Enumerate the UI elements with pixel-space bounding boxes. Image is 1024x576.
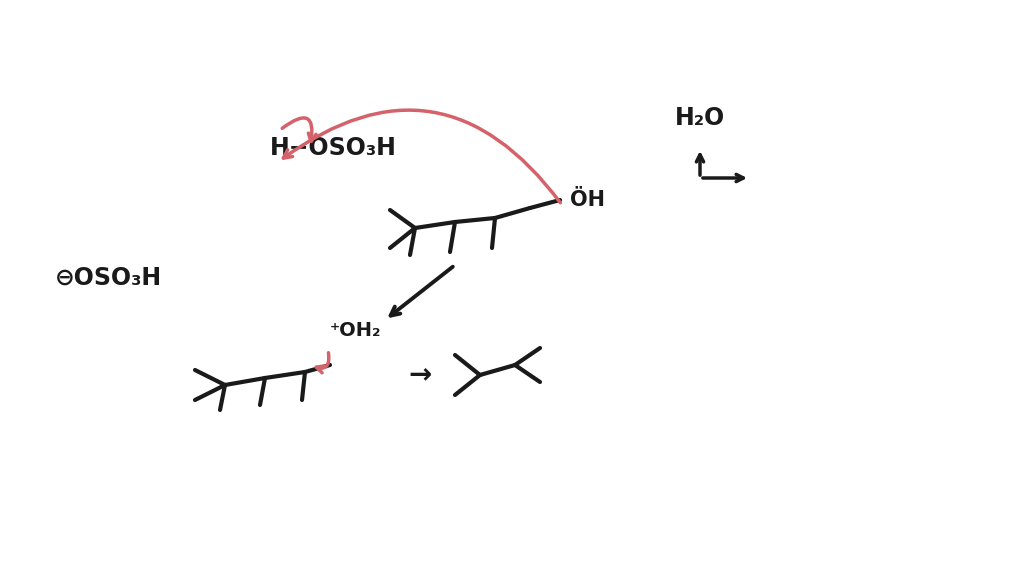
Text: ⊖OSO₃H: ⊖OSO₃H <box>55 266 162 290</box>
FancyArrowPatch shape <box>284 110 560 203</box>
Text: H−OSO₃H: H−OSO₃H <box>270 136 397 160</box>
Text: ÖH: ÖH <box>570 190 605 210</box>
FancyArrowPatch shape <box>316 353 329 373</box>
Text: H₂O: H₂O <box>675 106 725 130</box>
Text: →: → <box>409 361 432 389</box>
FancyArrowPatch shape <box>283 118 316 142</box>
Text: ⁺OH₂: ⁺OH₂ <box>330 320 382 339</box>
